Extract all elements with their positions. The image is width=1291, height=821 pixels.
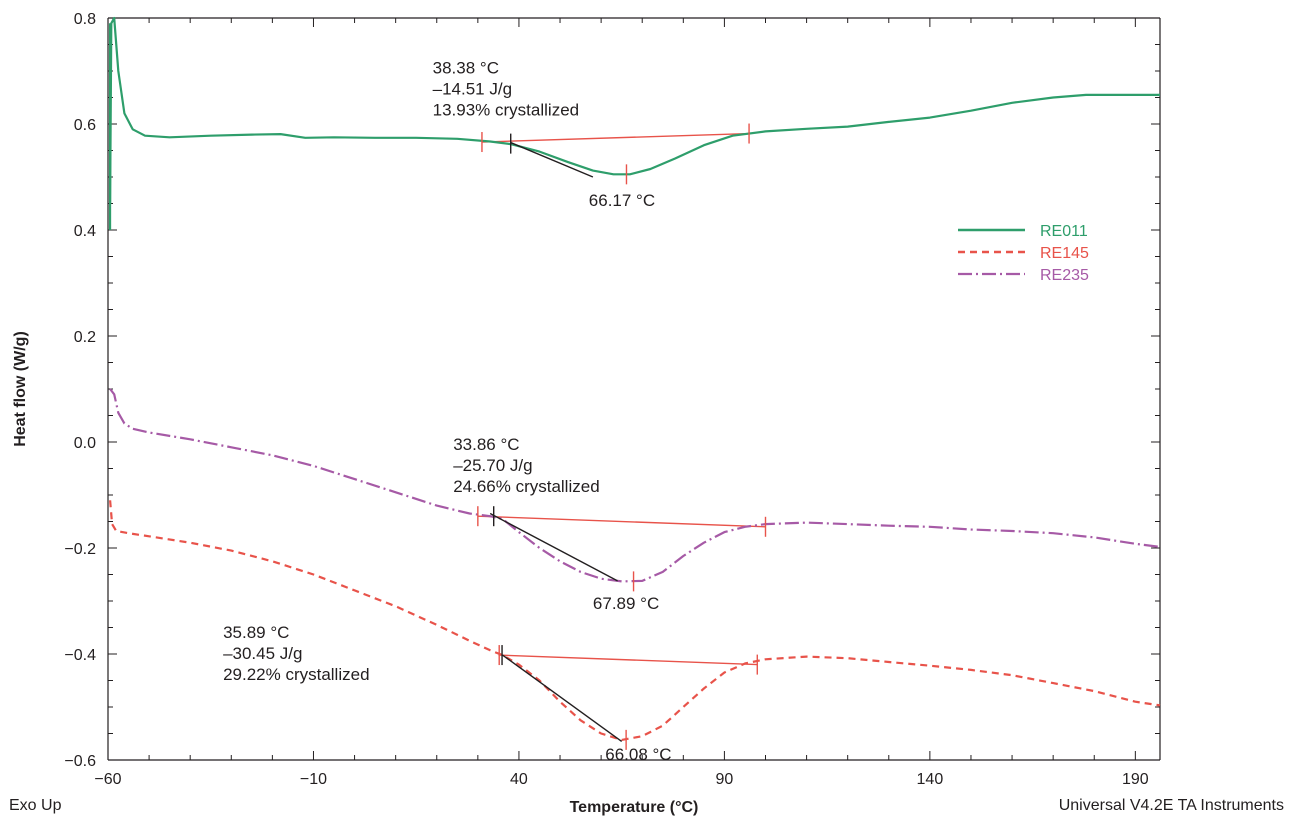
tangent-line <box>489 512 618 582</box>
baseline <box>477 515 766 528</box>
baseline <box>498 654 758 666</box>
annotation-line: 38.38 °C <box>433 59 499 78</box>
annotation-text: 66.08 °C <box>605 745 671 764</box>
y-tick-label: 0.2 <box>74 329 96 346</box>
x-axis-title: Temperature (°C) <box>570 799 699 816</box>
annotation-line: 13.93% crystallized <box>433 101 579 120</box>
x-tick-label: −10 <box>300 771 327 788</box>
x-tick-label: 140 <box>917 771 944 788</box>
annotation-line: 67.89 °C <box>593 594 659 613</box>
annotation-line: 29.22% crystallized <box>223 665 369 684</box>
annotation-line: 24.66% crystallized <box>453 477 599 496</box>
y-tick-label: 0.0 <box>74 435 96 452</box>
annotation-text: 33.86 °C –25.70 J/g 24.66% crystallized <box>453 435 599 496</box>
y-tick-label: −0.6 <box>64 753 96 770</box>
legend: RE011 RE145 RE235 <box>958 223 1089 284</box>
annotation-text: 66.17 °C <box>589 191 655 210</box>
tangent-line <box>510 141 594 178</box>
y-tick-label: 0.8 <box>74 11 96 28</box>
annotation-line: 66.08 °C <box>605 745 671 764</box>
y-tick-label: −0.2 <box>64 541 96 558</box>
series-re011 <box>109 16 1160 204</box>
tangent-line <box>502 654 623 743</box>
x-tick-label: 190 <box>1122 771 1149 788</box>
series-re235 <box>109 388 1161 583</box>
axis-ticks: −60 −10 40 90 140 190 −0.6 −0.4 −0.2 0.0 0.2 0.4 0.6… <box>64 11 1160 788</box>
baseline <box>481 132 750 143</box>
series-lines <box>108 16 1161 741</box>
y-tick-label: 0.4 <box>74 223 96 240</box>
instrument-label: Universal V4.2E TA Instruments <box>1059 797 1284 814</box>
legend-label-re145: RE145 <box>1040 245 1089 262</box>
y-axis-title: Heat flow (W/g) <box>12 331 29 447</box>
tangent-lines <box>489 141 623 743</box>
annotations: 38.38 °C –14.51 J/g 13.93% crystallized 66.… <box>223 59 672 764</box>
x-tick-label: 40 <box>510 771 528 788</box>
annotation-line: –30.45 J/g <box>223 644 302 663</box>
y-tick-label: −0.4 <box>64 647 96 664</box>
x-tick-label: −60 <box>94 771 121 788</box>
annotation-line: 66.17 °C <box>589 191 655 210</box>
y-tick-label: 0.6 <box>74 117 96 134</box>
legend-label-re235: RE235 <box>1040 267 1089 284</box>
baselines <box>477 132 766 666</box>
peak-markers <box>477 123 767 750</box>
annotation-line: 33.86 °C <box>453 435 519 454</box>
series-re145 <box>109 500 1161 741</box>
annotation-line: –25.70 J/g <box>453 456 532 475</box>
annotation-text: 35.89 °C –30.45 J/g 29.22% crystallized <box>223 623 369 684</box>
annotation-text: 38.38 °C –14.51 J/g 13.93% crystallized <box>433 59 579 120</box>
annotation-line: –14.51 J/g <box>433 80 512 99</box>
x-tick-label: 90 <box>716 771 734 788</box>
annotation-text: 67.89 °C <box>593 594 659 613</box>
legend-label-re011: RE011 <box>1040 223 1088 240</box>
exo-up-label: Exo Up <box>9 797 62 814</box>
annotation-line: 35.89 °C <box>223 623 289 642</box>
